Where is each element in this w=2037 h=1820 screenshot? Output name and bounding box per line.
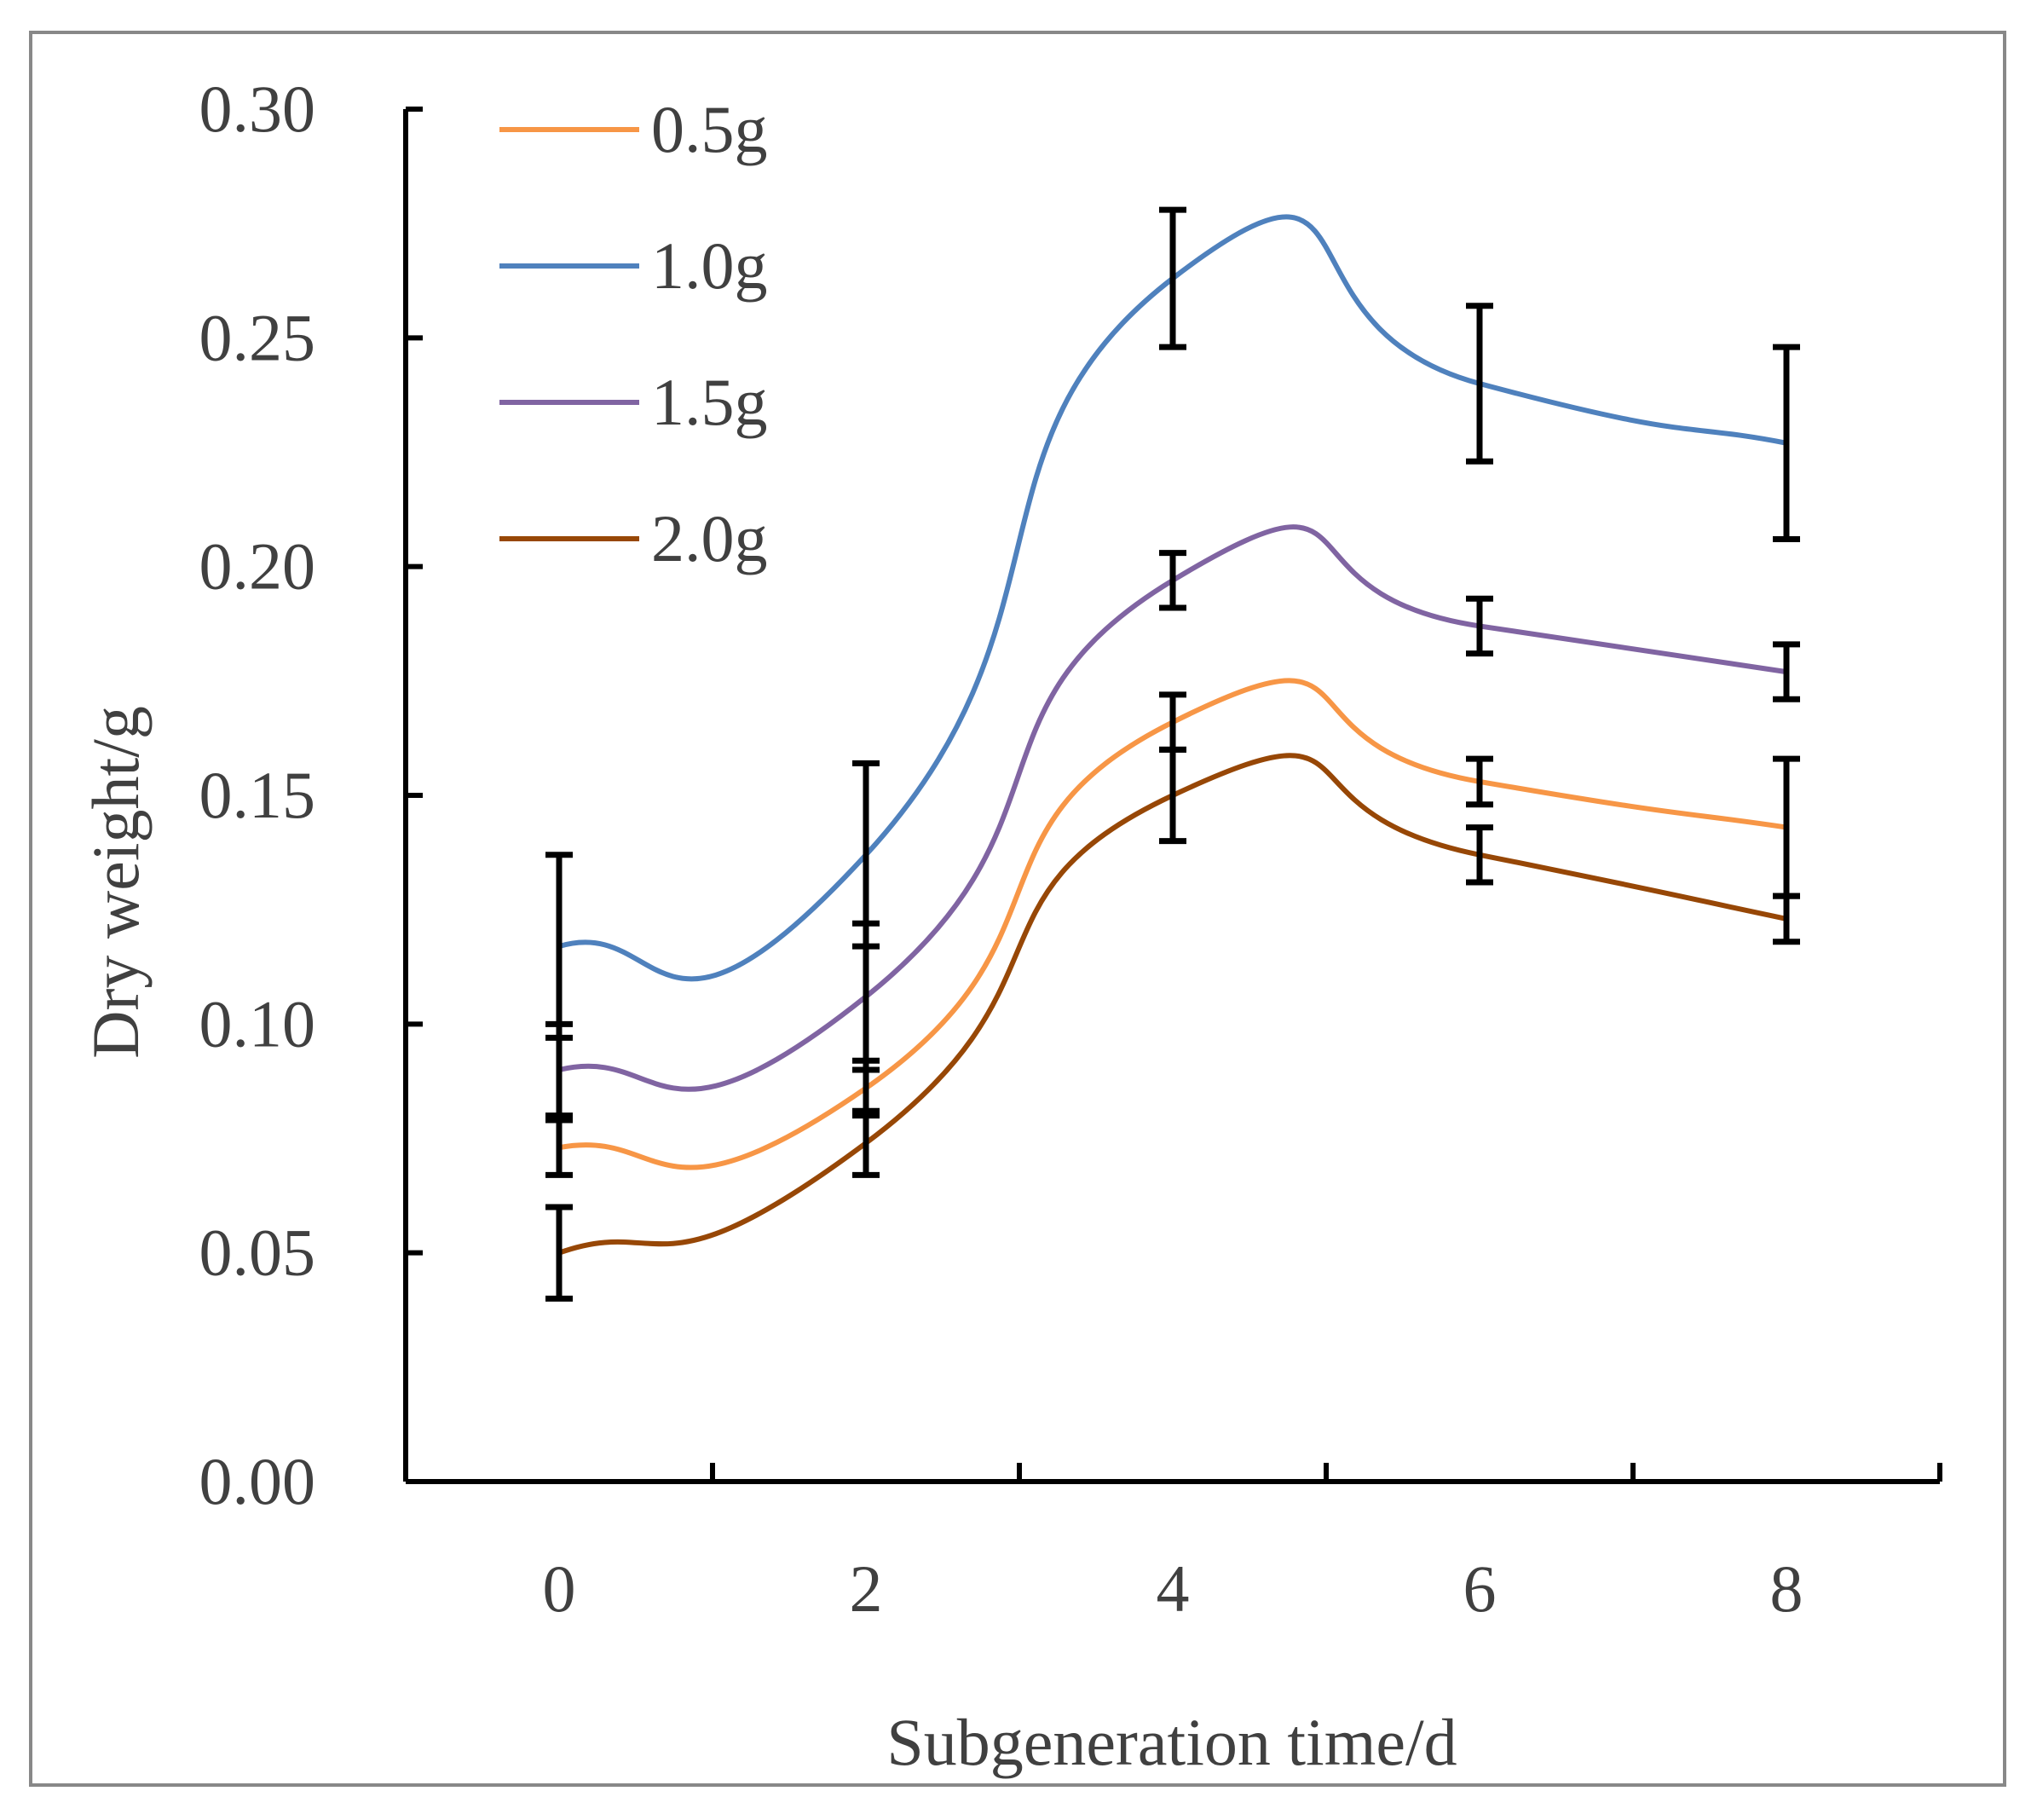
error-bar-1-0g-x4 <box>1159 206 1186 350</box>
legend-item-2-0g: 2.0g <box>499 501 768 575</box>
error-bar-1-5g-x6 <box>1466 595 1493 657</box>
series-line-2-0g <box>557 753 1789 1256</box>
error-bar-1-0g-x2 <box>852 760 880 950</box>
error-bar-2-0g-x4 <box>1159 746 1186 845</box>
x-tick-label: 8 <box>1770 1551 1803 1626</box>
error-bar-0-5g-x6 <box>1466 755 1493 808</box>
y-tick-label: 0.25 <box>199 300 316 374</box>
x-tick-label: 2 <box>850 1551 883 1626</box>
x-tick-label: 6 <box>1463 1551 1497 1626</box>
y-tick-label: 0.00 <box>199 1444 316 1518</box>
error-bar-1-5g-x8 <box>1773 641 1800 702</box>
y-tick-label: 0.20 <box>199 529 316 604</box>
error-bar-0-5g-x0 <box>545 1117 573 1178</box>
error-bar-0-5g-x4 <box>1159 691 1186 753</box>
legend: 0.5g 1.0g 1.5g 2.0g <box>499 92 768 575</box>
error-bar-2-0g-x0 <box>545 1204 573 1302</box>
legend-label: 0.5g <box>651 92 768 166</box>
legend-label: 2.0g <box>651 501 768 575</box>
legend-label: 1.0g <box>651 228 768 303</box>
error-bar-1-0g-x6 <box>1466 303 1493 465</box>
legend-item-0-5g: 0.5g <box>499 92 768 166</box>
error-bar-2-0g-x2 <box>852 1107 880 1178</box>
x-tick-label: 4 <box>1157 1551 1190 1626</box>
legend-label: 1.5g <box>651 365 768 439</box>
series-line-0-5g <box>557 678 1789 1170</box>
error-bar-1-5g-x4 <box>1159 550 1186 611</box>
chart-frame <box>29 31 2006 1787</box>
error-bar-1-5g-x2 <box>852 920 880 1073</box>
axes: 0.00 0.05 0.10 0.15 0.20 0.25 0.30 0 2 4 6 8 <box>199 72 1942 1626</box>
x-tick-label: 0 <box>543 1551 576 1626</box>
series-line-1-5g <box>557 524 1789 1092</box>
y-axis-title: Dry weight/g <box>78 706 153 1059</box>
series-lines <box>557 214 1789 1256</box>
error-bar-2-0g-x6 <box>1466 824 1493 886</box>
legend-item-1-5g: 1.5g <box>499 365 768 439</box>
error-bar-2-0g-x8 <box>1773 893 1800 945</box>
error-bar-1-5g-x0 <box>545 1020 573 1119</box>
y-tick-label: 0.15 <box>199 758 316 832</box>
y-tick-label: 0.30 <box>199 72 316 146</box>
y-tick-label: 0.05 <box>199 1216 316 1290</box>
x-axis-title: Subgeneration time/d <box>886 1705 1457 1779</box>
error-bar-1-0g-x8 <box>1773 344 1800 542</box>
error-bars <box>545 206 1800 1302</box>
series-line-1-0g <box>557 214 1789 982</box>
legend-item-1-0g: 1.0g <box>499 228 768 303</box>
y-tick-label: 0.10 <box>199 986 316 1060</box>
